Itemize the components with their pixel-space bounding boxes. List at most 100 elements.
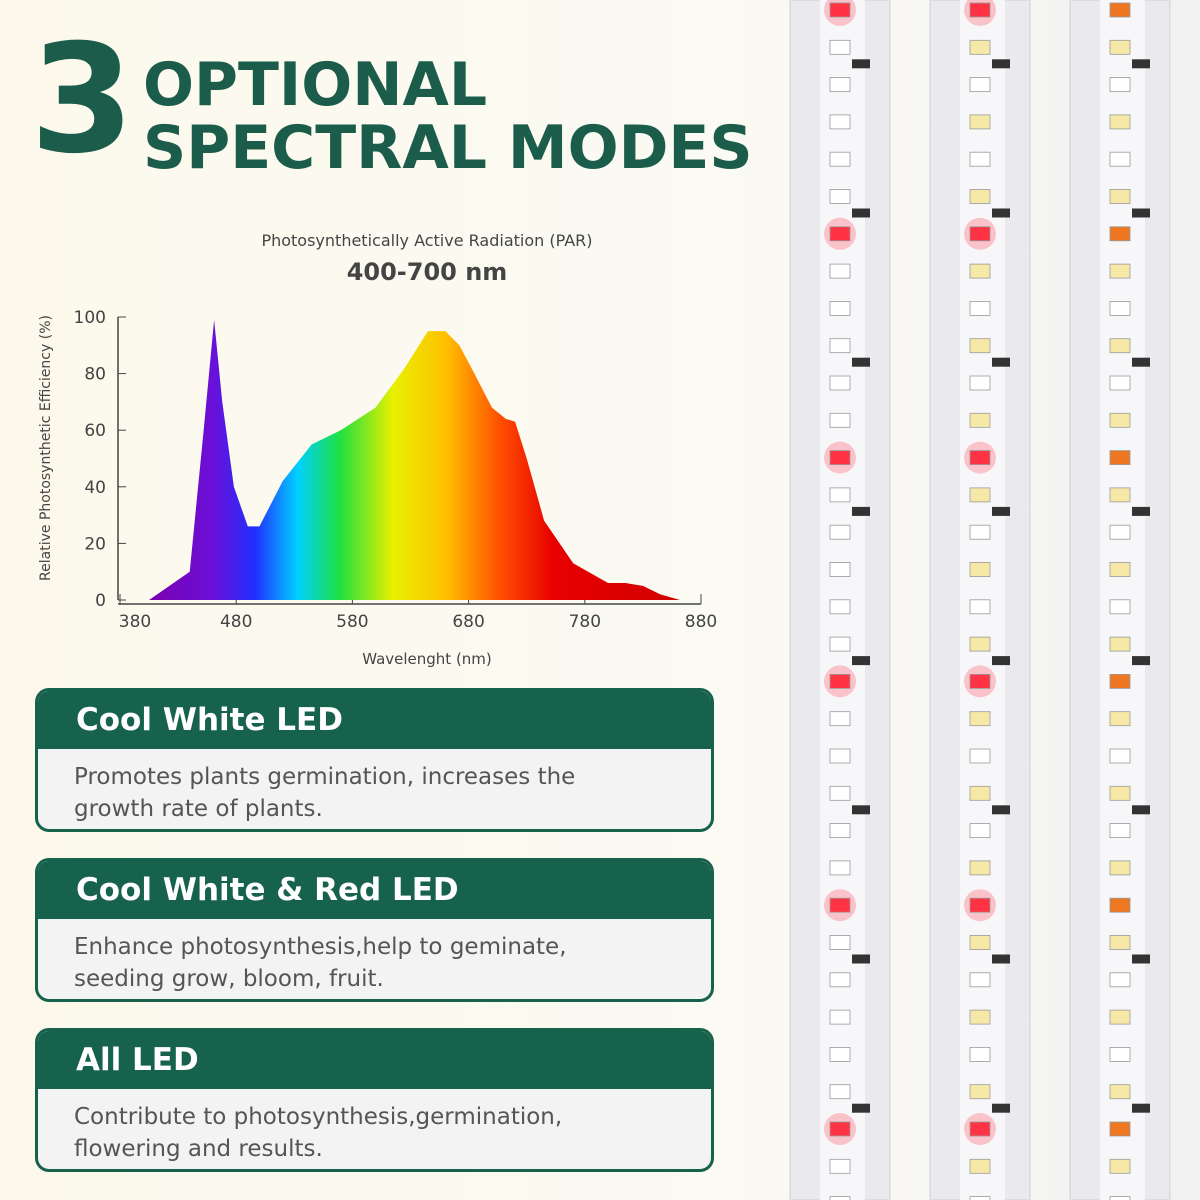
chart-title: Photosynthetically Active Radiation (PAR… — [261, 231, 592, 250]
led — [829, 2, 851, 18]
led — [829, 711, 851, 727]
led — [969, 785, 991, 801]
led — [829, 748, 851, 764]
resistor — [992, 1103, 1010, 1113]
led — [969, 487, 991, 503]
led — [829, 785, 851, 801]
heading-line: OPTIONAL — [143, 50, 488, 120]
led — [969, 562, 991, 577]
led — [829, 935, 851, 950]
led — [969, 77, 991, 92]
y-tick-label: 100 — [74, 308, 106, 328]
mode-card: All LED Contribute to photosynthesis,germ… — [35, 1028, 714, 1172]
led — [1109, 2, 1131, 18]
x-tick-label: 680 — [452, 612, 484, 632]
resistor — [852, 208, 870, 218]
led — [829, 1009, 851, 1025]
led — [969, 39, 991, 55]
led — [1109, 39, 1131, 55]
led — [969, 1009, 991, 1025]
y-tick-label: 20 — [84, 534, 106, 554]
chart-subtitle: 400-700 nm — [347, 258, 508, 286]
led — [829, 487, 851, 503]
card-text: Contribute to photosynthesis,germination… — [74, 1104, 563, 1162]
led — [969, 748, 991, 764]
led — [969, 674, 991, 689]
x-tick-label: 380 — [119, 612, 151, 632]
led — [829, 114, 851, 130]
led — [1109, 151, 1131, 167]
y-tick-label: 80 — [84, 365, 106, 385]
led — [829, 338, 851, 354]
led — [829, 189, 851, 204]
led — [1109, 897, 1131, 913]
led — [969, 375, 991, 391]
led — [829, 1121, 851, 1137]
led — [1109, 972, 1131, 988]
led — [969, 189, 991, 204]
y-axis-label: Relative Photosynthetic Efficiency (%) — [38, 315, 54, 581]
led — [1109, 1196, 1131, 1200]
led — [829, 599, 851, 615]
led — [829, 1047, 851, 1062]
mode-count: 3 — [30, 13, 135, 187]
resistor — [992, 506, 1010, 516]
resistor — [1132, 954, 1150, 964]
heading-line: SPECTRAL MODES — [143, 113, 753, 183]
led — [1109, 77, 1131, 92]
led — [1109, 823, 1131, 838]
led — [829, 823, 851, 838]
led — [1109, 524, 1131, 540]
x-axis-label: Wavelenght (nm) — [362, 650, 492, 668]
led — [969, 412, 991, 428]
led — [969, 1158, 991, 1174]
led — [1109, 412, 1131, 428]
led — [969, 1084, 991, 1100]
resistor — [852, 357, 870, 367]
led — [969, 151, 991, 167]
led — [969, 450, 991, 466]
resistor — [992, 59, 1010, 69]
led — [1109, 711, 1131, 727]
mode-card: Cool White & Red LED Enhance photosynthes… — [35, 858, 714, 1002]
resistor — [1132, 1103, 1150, 1113]
led — [969, 823, 991, 838]
card-text: Enhance photosynthesis,help to geminate,… — [74, 934, 567, 992]
led — [969, 300, 991, 316]
led — [829, 300, 851, 316]
resistor — [992, 954, 1010, 964]
chart: Photosynthetically Active Radiation (PAR… — [38, 231, 717, 668]
y-tick-label: 0 — [95, 591, 106, 611]
resistor — [992, 357, 1010, 367]
resistor — [1132, 656, 1150, 666]
led — [829, 77, 851, 92]
led — [969, 1121, 991, 1137]
led — [829, 226, 851, 242]
led — [1109, 450, 1131, 466]
led — [829, 972, 851, 988]
card-text: Promotes plants germination, increases t… — [74, 764, 576, 822]
resistor — [1132, 357, 1150, 367]
led — [969, 636, 991, 652]
led — [1109, 674, 1131, 689]
led — [829, 860, 851, 876]
led — [1109, 487, 1131, 503]
led — [969, 1047, 991, 1062]
y-tick-label: 40 — [84, 478, 106, 498]
led — [829, 524, 851, 540]
led — [1109, 300, 1131, 316]
y-tick-label: 60 — [84, 421, 106, 441]
led — [969, 711, 991, 727]
led — [1109, 860, 1131, 876]
resistor — [852, 506, 870, 516]
led — [1109, 1158, 1131, 1174]
led — [969, 263, 991, 279]
led — [969, 2, 991, 18]
led — [969, 599, 991, 615]
led — [1109, 599, 1131, 615]
led — [969, 1196, 991, 1200]
led — [829, 450, 851, 466]
led — [1109, 1084, 1131, 1100]
led — [969, 935, 991, 950]
led — [829, 897, 851, 913]
